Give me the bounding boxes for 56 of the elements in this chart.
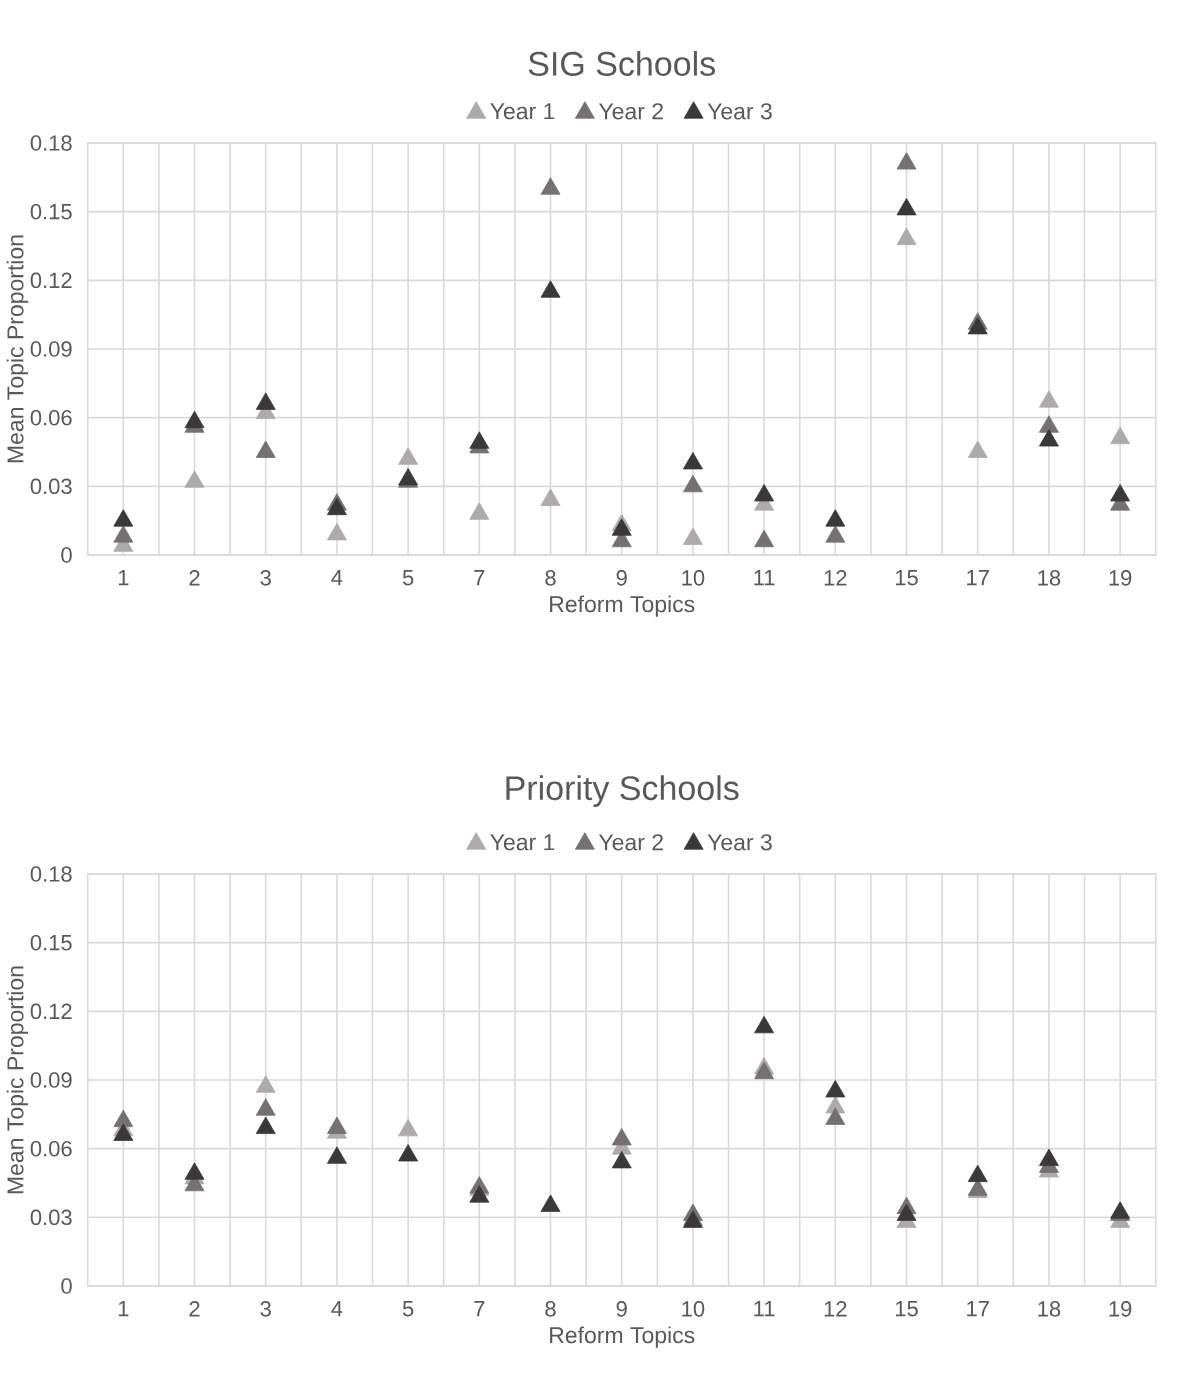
legend-label: Year 3 bbox=[707, 834, 772, 851]
x-tick-label: 10 bbox=[682, 570, 705, 586]
x-tick-label: 15 bbox=[895, 1301, 918, 1317]
legend-label: Year 2 bbox=[598, 834, 663, 851]
y-tick-label: 0.03 bbox=[30, 1209, 72, 1226]
legend-label: Year 1 bbox=[490, 103, 555, 120]
y-axis-title: Mean Topic Proportion bbox=[6, 966, 28, 1194]
legend-label: Year 2 bbox=[598, 103, 663, 120]
x-tick-label: 5 bbox=[402, 1301, 414, 1317]
x-tick-label: 10 bbox=[682, 1301, 705, 1317]
chart-title: Priority Schools bbox=[506, 775, 739, 807]
x-tick-label: 12 bbox=[824, 1301, 847, 1317]
x-tick-label: 11 bbox=[754, 1301, 775, 1317]
x-tick-label: 1 bbox=[118, 1301, 129, 1317]
x-tick-label: 3 bbox=[260, 570, 271, 586]
legend-label: Year 3 bbox=[707, 103, 772, 120]
x-tick-label: 7 bbox=[474, 1301, 485, 1317]
y-axis-title: Mean Topic Proportion bbox=[6, 235, 28, 463]
x-tick-label: 8 bbox=[545, 1301, 556, 1317]
y-tick-label: 0.18 bbox=[30, 866, 72, 882]
x-tick-label: 2 bbox=[189, 570, 200, 586]
x-tick-label: 2 bbox=[189, 1301, 200, 1317]
x-tick-label: 9 bbox=[616, 1301, 627, 1317]
x-tick-label: 18 bbox=[1038, 1301, 1061, 1317]
x-tick-label: 19 bbox=[1109, 1301, 1132, 1317]
x-tick-label: 19 bbox=[1109, 570, 1132, 586]
x-tick-label: 3 bbox=[260, 1301, 271, 1317]
x-tick-label: 4 bbox=[331, 1301, 343, 1317]
x-axis-title: Reform Topics bbox=[549, 595, 695, 617]
y-tick-label: 0.18 bbox=[30, 135, 72, 151]
legend-label: Year 1 bbox=[490, 834, 555, 851]
x-axis-title: Reform Topics bbox=[549, 1326, 695, 1348]
y-tick-label: 0.12 bbox=[30, 272, 72, 289]
x-tick-label: 1 bbox=[118, 570, 129, 586]
x-tick-label: 15 bbox=[895, 570, 918, 586]
y-tick-label: 0 bbox=[61, 1278, 72, 1294]
x-tick-label: 17 bbox=[966, 1301, 989, 1317]
y-tick-label: 0.06 bbox=[30, 409, 72, 426]
y-tick-label: 0.15 bbox=[30, 203, 72, 220]
y-tick-label: 0.03 bbox=[30, 478, 72, 495]
x-tick-label: 12 bbox=[824, 570, 847, 586]
x-tick-label: 17 bbox=[966, 570, 989, 586]
x-tick-label: 8 bbox=[545, 570, 556, 586]
y-tick-label: 0.12 bbox=[30, 1003, 72, 1020]
x-tick-label: 11 bbox=[754, 570, 775, 586]
y-tick-label: 0.06 bbox=[30, 1140, 72, 1157]
y-tick-label: 0.15 bbox=[30, 934, 72, 951]
y-tick-label: 0.09 bbox=[30, 341, 72, 357]
y-tick-label: 0 bbox=[61, 547, 72, 563]
y-tick-label: 0.09 bbox=[30, 1072, 72, 1088]
x-tick-label: 7 bbox=[474, 570, 485, 586]
x-tick-label: 9 bbox=[616, 570, 627, 586]
chart-title: SIG Schools bbox=[528, 50, 715, 76]
x-tick-label: 18 bbox=[1038, 570, 1061, 586]
x-tick-label: 5 bbox=[402, 570, 414, 586]
x-tick-label: 4 bbox=[331, 570, 343, 586]
